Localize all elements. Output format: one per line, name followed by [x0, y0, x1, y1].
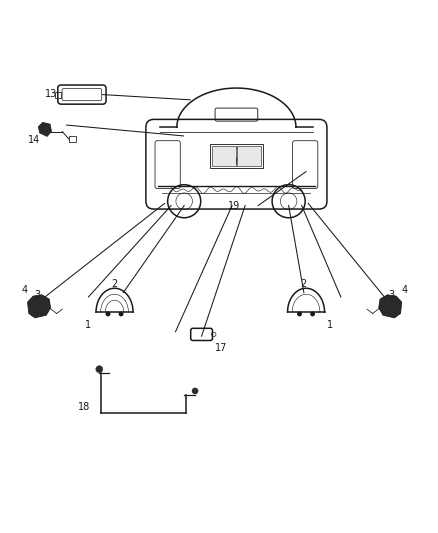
Text: 19: 19 [228, 200, 240, 211]
Text: 17: 17 [215, 343, 227, 353]
Text: 3: 3 [389, 290, 395, 300]
Polygon shape [39, 123, 51, 136]
Circle shape [192, 388, 198, 394]
Text: 18: 18 [78, 402, 90, 411]
Circle shape [311, 312, 314, 316]
Bar [212, 146, 236, 166]
Text: 1: 1 [327, 320, 333, 330]
Text: 3: 3 [34, 290, 40, 300]
Text: 14: 14 [28, 135, 40, 146]
Polygon shape [28, 295, 50, 318]
Bar [210, 144, 262, 168]
Polygon shape [379, 295, 402, 318]
Circle shape [106, 312, 110, 316]
Text: 2: 2 [111, 279, 118, 289]
Bar [69, 136, 76, 142]
Bar [237, 146, 261, 166]
Circle shape [119, 312, 123, 316]
Text: 13: 13 [45, 88, 57, 99]
Circle shape [96, 366, 103, 373]
Text: 1: 1 [85, 320, 92, 330]
Text: 2: 2 [301, 279, 307, 289]
Bar [55, 92, 61, 98]
Circle shape [298, 312, 301, 316]
Text: 4: 4 [401, 286, 407, 295]
Text: 4: 4 [21, 286, 28, 295]
